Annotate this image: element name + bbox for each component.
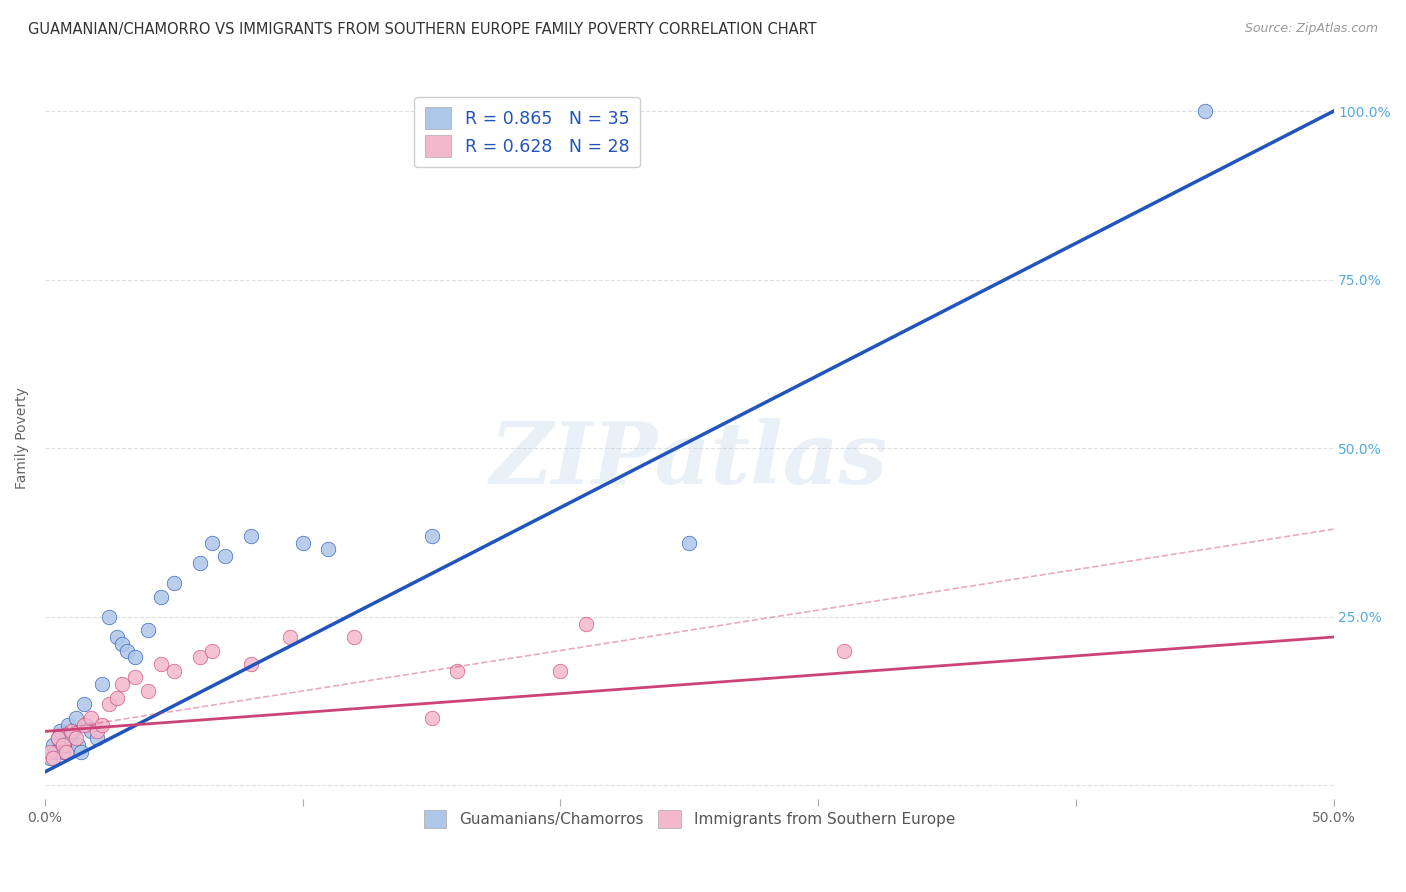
Point (420, 529, 443, 543)
Point (55, 738, 77, 752)
Point (575, 616, 598, 631)
Point (343, 630, 366, 644)
Point (1194, 104, 1216, 119)
Point (90, 677, 112, 691)
Point (80, 724, 103, 739)
Point (44, 745, 66, 759)
Point (678, 535, 700, 549)
Point (188, 556, 211, 570)
Point (56, 717, 79, 731)
Point (214, 549, 236, 563)
Point (105, 690, 128, 705)
Point (62, 724, 84, 739)
Point (55, 745, 77, 759)
Point (86, 724, 108, 739)
Point (124, 650, 146, 665)
Point (318, 542, 340, 557)
Point (41, 751, 63, 765)
Point (41, 738, 63, 752)
Legend: Guamanians/Chamorros, Immigrants from Southern Europe: Guamanians/Chamorros, Immigrants from So… (418, 804, 962, 835)
Point (550, 664, 572, 678)
Point (163, 664, 186, 678)
Point (240, 657, 263, 671)
Point (201, 643, 224, 657)
Point (72, 698, 94, 712)
Point (39, 745, 62, 759)
Point (278, 630, 301, 644)
Point (52, 738, 75, 752)
Point (72, 717, 94, 731)
Point (136, 684, 159, 698)
Point (149, 657, 172, 671)
Point (136, 624, 159, 638)
Point (46, 731, 69, 746)
Point (59, 724, 82, 739)
Point (86, 731, 108, 746)
Point (90, 717, 112, 731)
Point (163, 576, 186, 591)
Point (52, 745, 75, 759)
Point (65, 711, 87, 725)
Point (832, 643, 855, 657)
Point (291, 535, 314, 549)
Point (111, 637, 134, 651)
Point (105, 630, 128, 644)
Point (188, 650, 211, 665)
Y-axis label: Family Poverty: Family Poverty (15, 387, 30, 489)
Point (446, 664, 468, 678)
Point (117, 643, 139, 657)
Point (59, 731, 82, 746)
Point (67, 738, 90, 752)
Point (39, 751, 62, 765)
Point (149, 590, 172, 604)
Point (49, 724, 72, 739)
Point (98, 609, 121, 624)
Point (124, 670, 146, 684)
Point (65, 731, 87, 746)
Text: GUAMANIAN/CHAMORRO VS IMMIGRANTS FROM SOUTHERN EUROPE FAMILY POVERTY CORRELATION: GUAMANIAN/CHAMORRO VS IMMIGRANTS FROM SO… (28, 22, 817, 37)
Point (70, 745, 93, 759)
Text: Source: ZipAtlas.com: Source: ZipAtlas.com (1244, 22, 1378, 36)
Point (75, 717, 97, 731)
Text: ZIPatlas: ZIPatlas (491, 418, 889, 501)
Point (98, 698, 121, 712)
Point (46, 731, 69, 746)
Point (80, 711, 103, 725)
Point (240, 529, 263, 543)
Point (111, 677, 134, 691)
Point (201, 535, 224, 549)
Point (420, 711, 443, 725)
